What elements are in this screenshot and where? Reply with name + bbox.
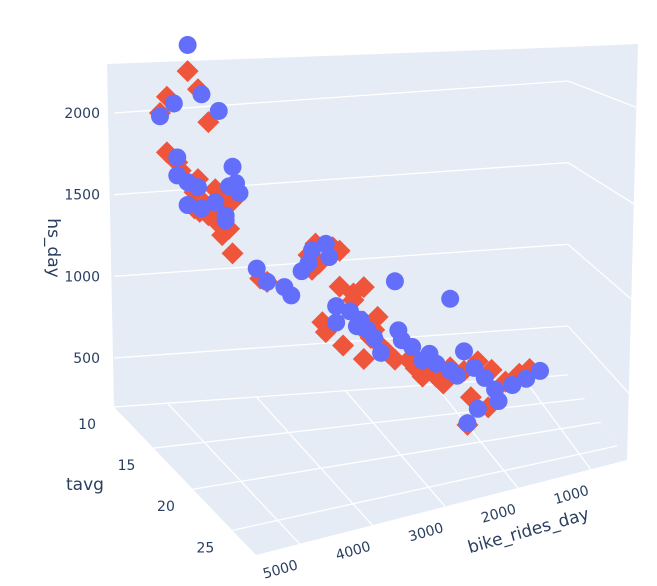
circle-marker[interactable] — [441, 289, 460, 308]
bike-tick-label: 3000 — [407, 520, 446, 545]
circle-marker[interactable] — [531, 361, 549, 380]
circle-marker[interactable] — [247, 259, 266, 278]
bike-gridline — [433, 384, 519, 489]
z-axis-title: hs_day — [43, 218, 63, 277]
floor-pane — [114, 375, 627, 555]
tavg-tick-label: 15 — [118, 458, 136, 474]
circle-marker[interactable] — [403, 337, 422, 356]
circle-marker[interactable] — [151, 107, 169, 126]
circle-marker[interactable] — [468, 399, 487, 418]
chart-panes — [107, 44, 638, 555]
tavg-tick-label: 25 — [197, 540, 215, 556]
bike-gridline — [344, 390, 446, 507]
tavg-tick-label: 20 — [157, 499, 175, 515]
tavg-tick-label: 10 — [78, 417, 96, 433]
circle-marker[interactable] — [223, 157, 242, 176]
circle-marker[interactable] — [448, 366, 467, 385]
tavg-gridline — [153, 397, 585, 449]
circle-marker[interactable] — [189, 178, 207, 197]
circle-marker[interactable] — [168, 148, 187, 167]
bike-tick-label: 5000 — [261, 557, 300, 582]
circle-marker[interactable] — [455, 342, 473, 361]
circle-marker[interactable] — [282, 286, 301, 305]
bike-tick-label: 2000 — [479, 501, 518, 526]
diamond-marker[interactable] — [332, 334, 355, 357]
z-tick-label: 2000 — [64, 106, 100, 122]
circle-marker[interactable] — [503, 376, 522, 395]
circle-marker[interactable] — [427, 354, 446, 373]
z-gridline — [113, 80, 569, 114]
z-tick-label: 1000 — [64, 269, 100, 285]
z-tick-label: 500 — [73, 351, 100, 367]
tavg-axis-title: tavg — [66, 475, 104, 495]
circle-marker[interactable] — [178, 35, 197, 54]
circle-marker[interactable] — [178, 196, 197, 215]
circle-marker[interactable] — [365, 329, 384, 348]
diamond-marker[interactable] — [211, 224, 234, 247]
z-gridline — [567, 80, 637, 108]
z-gridline — [567, 243, 637, 304]
tavg-gridline — [192, 421, 601, 490]
side-wall-pane — [568, 44, 638, 460]
back-wall-pane — [107, 47, 568, 407]
circle-marker[interactable] — [192, 199, 211, 218]
circle-marker[interactable] — [372, 343, 391, 362]
chart-markers — [149, 35, 549, 436]
circle-marker[interactable] — [320, 248, 339, 267]
circle-marker[interactable] — [458, 414, 477, 433]
z-gridline — [567, 325, 637, 402]
diamond-marker[interactable] — [176, 60, 199, 83]
circle-marker[interactable] — [192, 85, 211, 104]
diamond-marker[interactable] — [352, 276, 375, 299]
tavg-gridline — [232, 445, 618, 531]
circle-marker[interactable] — [164, 94, 183, 113]
diamond-marker[interactable] — [411, 365, 434, 388]
diamond-marker[interactable] — [221, 242, 244, 265]
z-tick-label: 1500 — [64, 188, 100, 204]
circle-marker[interactable] — [209, 101, 228, 120]
bike-gridline — [166, 402, 301, 545]
circle-marker[interactable] — [489, 392, 508, 411]
circle-marker[interactable] — [327, 313, 346, 332]
z-gridline — [567, 162, 637, 206]
bike-gridline — [522, 377, 592, 470]
circle-marker[interactable] — [230, 184, 249, 203]
circle-marker[interactable] — [475, 368, 494, 387]
diamond-marker[interactable] — [352, 348, 375, 371]
circle-marker[interactable] — [327, 297, 346, 316]
circle-marker[interactable] — [517, 369, 536, 388]
bike-tick-label: 4000 — [334, 539, 373, 564]
circle-marker[interactable] — [216, 211, 235, 230]
circle-marker[interactable] — [385, 272, 404, 291]
circle-marker[interactable] — [299, 254, 318, 273]
circle-marker[interactable] — [258, 272, 277, 291]
circle-marker[interactable] — [206, 193, 225, 212]
bike-gridline — [255, 396, 373, 526]
